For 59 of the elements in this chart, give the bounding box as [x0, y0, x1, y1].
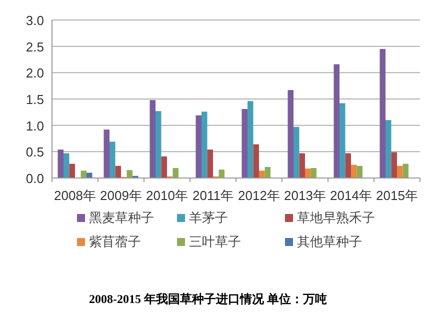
bar	[345, 153, 351, 178]
bar	[218, 170, 224, 178]
bar	[356, 166, 362, 178]
bar	[207, 150, 213, 178]
bar	[386, 120, 392, 178]
bar	[126, 170, 132, 178]
x-tick-label: 2011年	[192, 188, 234, 203]
x-tick-label: 2014年	[330, 188, 372, 203]
y-tick-label: 1.0	[26, 118, 44, 134]
bar	[58, 150, 64, 178]
legend-label: 草地早熟禾子	[297, 210, 375, 225]
bar	[115, 166, 121, 178]
legend-label: 紫苜蓿子	[89, 234, 141, 249]
text: 2008-2015 年我国草种子进口情况 单位：万吨	[89, 292, 327, 306]
bar	[402, 164, 408, 178]
x-tick-label: 2012年	[238, 188, 280, 203]
x-tick-label: 2013年	[284, 188, 326, 203]
bar	[351, 164, 357, 178]
bar	[161, 156, 167, 178]
bar	[259, 170, 265, 178]
y-tick-label: 0.0	[26, 171, 44, 186]
bar	[156, 111, 162, 178]
bar	[86, 172, 92, 178]
bar	[150, 100, 156, 178]
x-tick-label: 2008年	[54, 188, 96, 203]
bar	[242, 109, 248, 178]
bar	[80, 170, 86, 178]
y-tick-label: 2.5	[26, 39, 44, 54]
y-tick-label: 3.0	[26, 13, 44, 28]
bar	[310, 168, 316, 178]
bar	[248, 101, 254, 178]
bar	[64, 153, 70, 178]
bar	[305, 168, 311, 178]
bar	[202, 112, 208, 178]
legend-label: 黑麦草种子	[89, 210, 154, 225]
bar	[196, 115, 202, 178]
bar	[391, 152, 397, 178]
bar	[253, 144, 259, 178]
bar	[380, 48, 386, 178]
bar	[397, 166, 403, 178]
x-tick-label: 2015年	[376, 188, 418, 203]
bar	[264, 166, 270, 178]
bar	[299, 153, 305, 178]
bar	[294, 126, 300, 178]
legend-label: 其他草种子	[297, 234, 362, 249]
legend-label: 羊茅子	[189, 210, 228, 225]
legend-label: 三叶草子	[189, 234, 241, 249]
bar	[104, 130, 110, 178]
bar	[340, 103, 346, 178]
bar	[110, 142, 116, 178]
y-tick-label: 1.5	[26, 92, 44, 107]
x-tick-label: 2010年	[146, 188, 188, 203]
bar	[288, 90, 294, 178]
y-tick-label: 0.5	[26, 144, 44, 160]
x-tick-label: 2009年	[100, 188, 142, 203]
bar	[172, 168, 178, 178]
bar	[334, 64, 340, 178]
y-tick-label: 2.0	[26, 66, 44, 81]
bar	[69, 164, 75, 178]
